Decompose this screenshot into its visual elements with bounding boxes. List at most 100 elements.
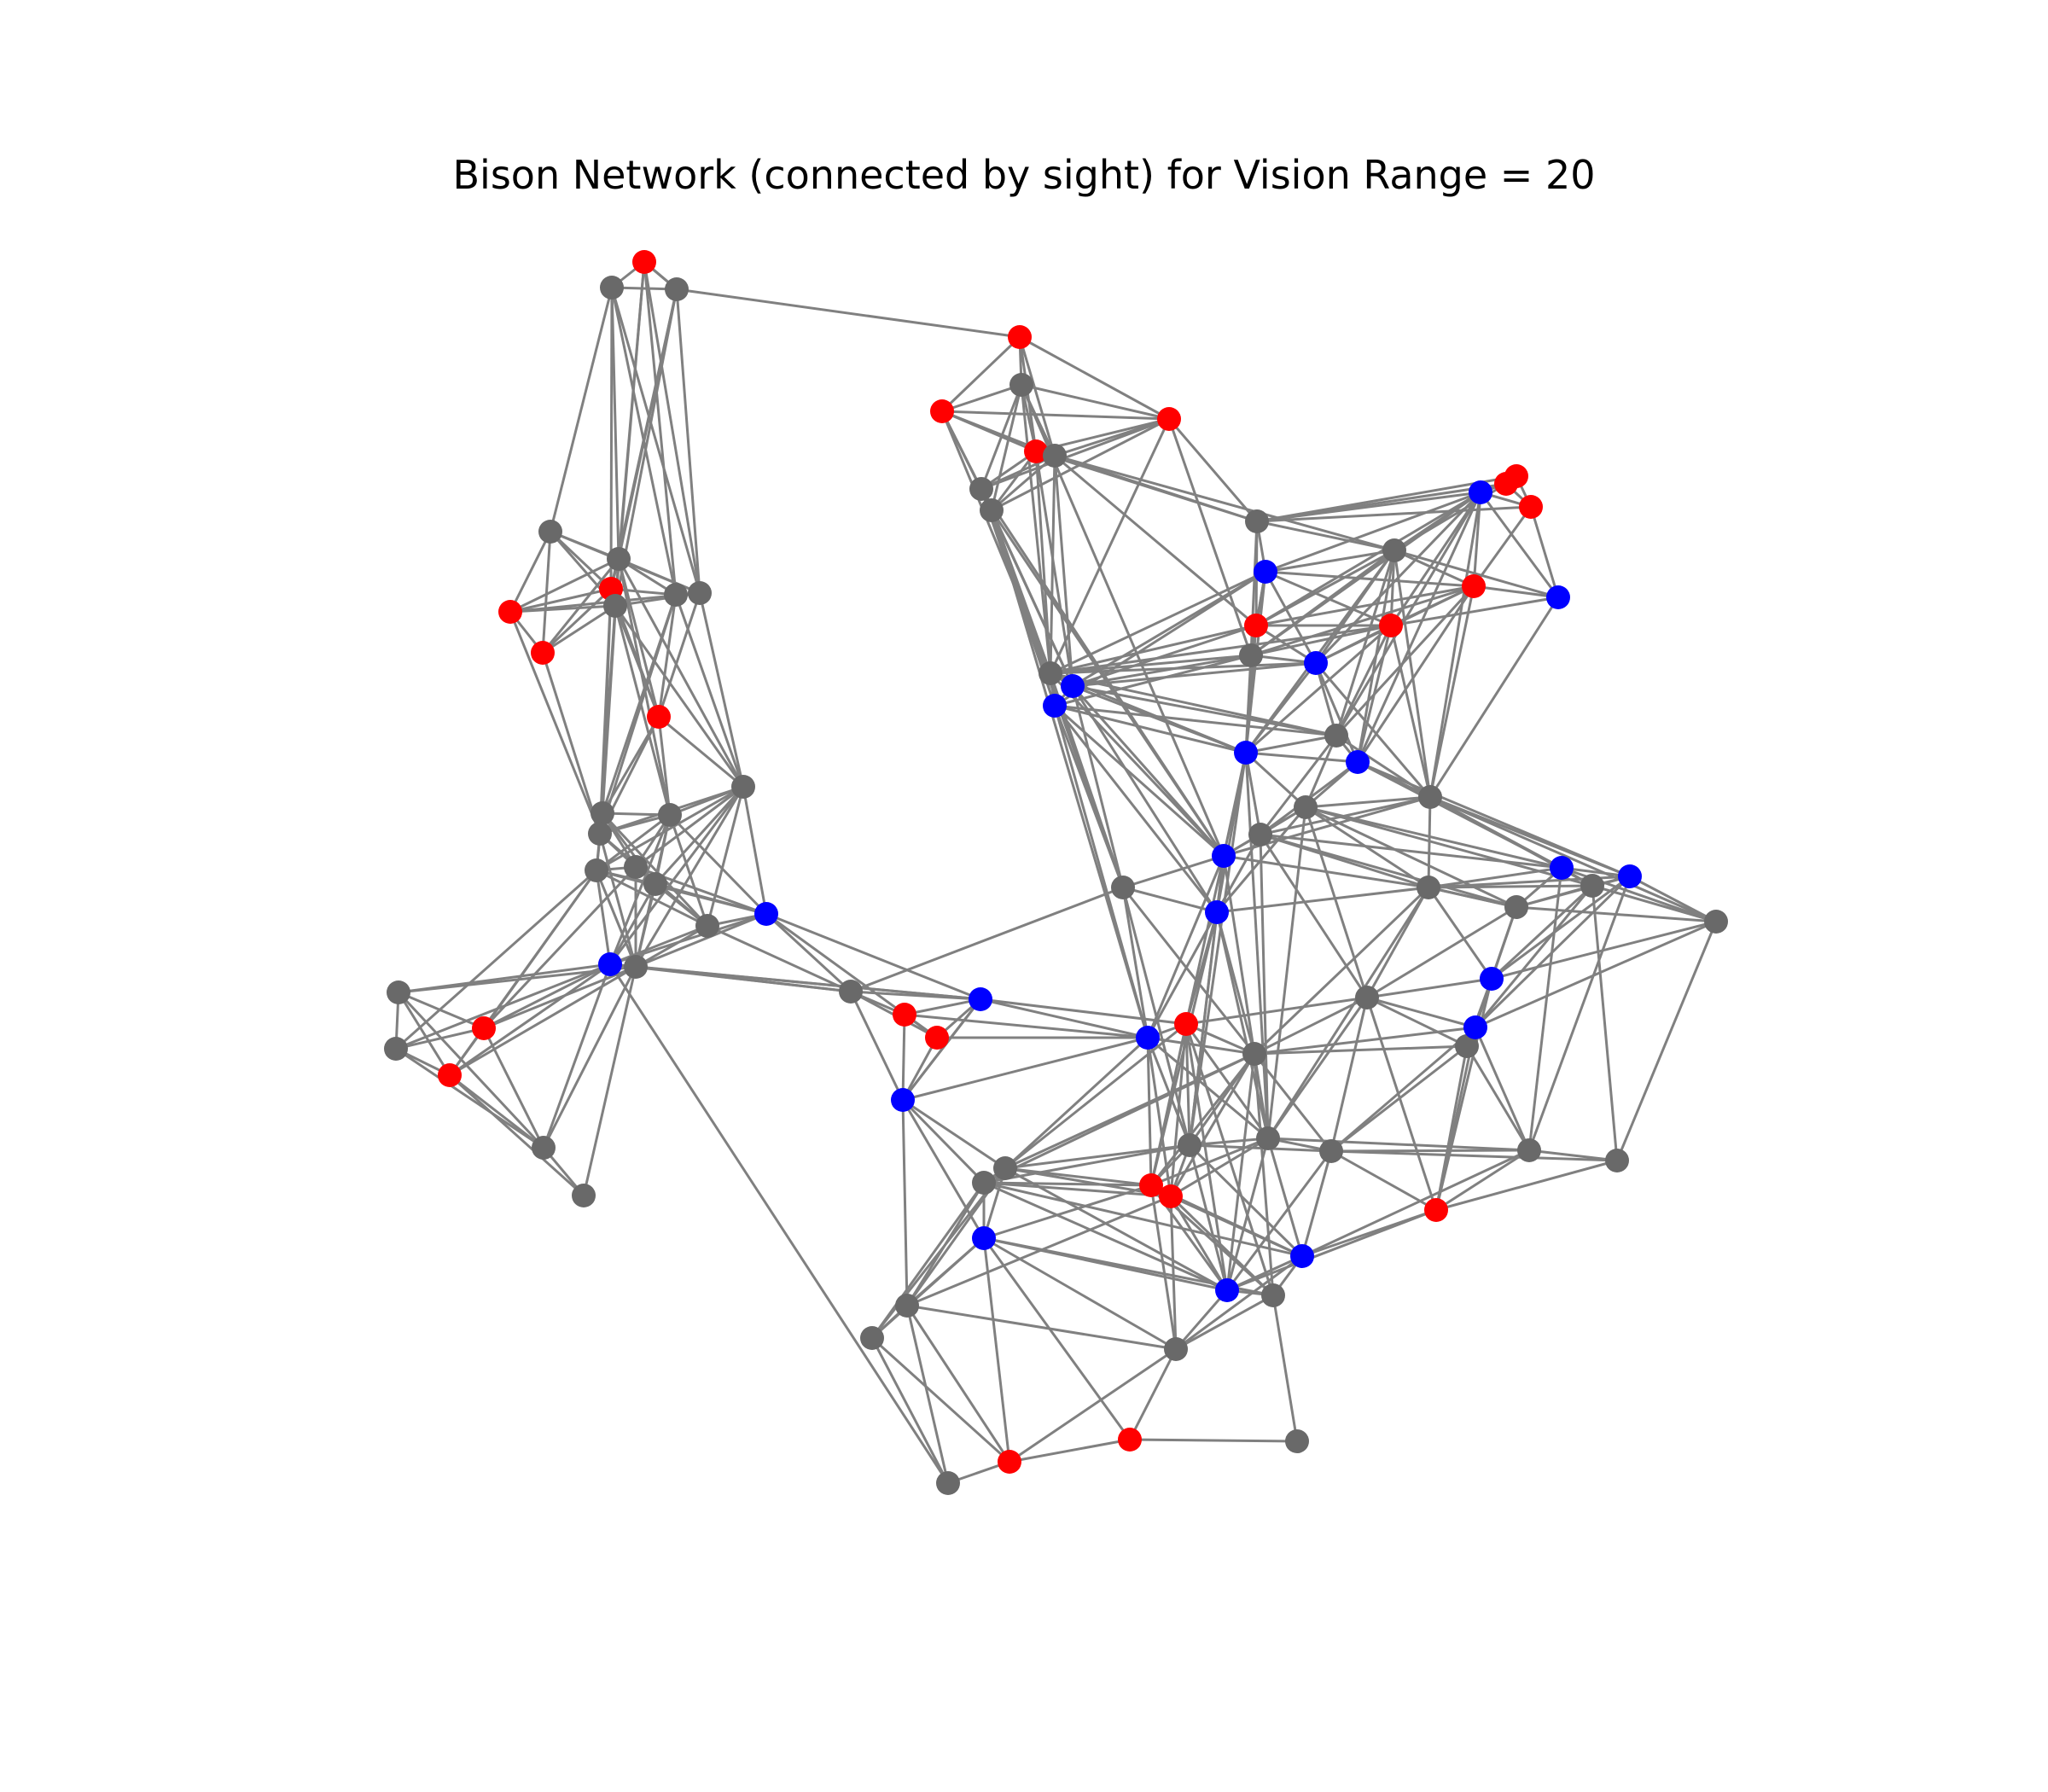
graph-node-gray (688, 581, 712, 605)
graph-edge (1121, 887, 1149, 1039)
graph-edge (940, 335, 1021, 413)
graph-edge (1254, 996, 1368, 1056)
graph-node-gray (972, 1171, 996, 1195)
graph-edge (906, 1304, 1177, 1351)
graph-edge (1184, 1023, 1270, 1139)
graph-node-red (1024, 439, 1048, 463)
graph-edge (395, 869, 597, 1050)
graph-node-gray (607, 547, 631, 571)
graph-edge (643, 261, 701, 594)
graph-node-blue (1205, 900, 1229, 924)
graph-node-blue (1469, 480, 1492, 504)
graph-node-gray (600, 276, 624, 300)
graph-edge (595, 870, 612, 965)
graph-edge (1366, 977, 1492, 999)
graph-edge (1255, 491, 1481, 627)
graph-edge (1222, 855, 1256, 1055)
graph-node-blue (969, 987, 992, 1011)
graph-node-blue (1346, 750, 1370, 774)
graph-edge (657, 592, 701, 718)
graph-node-gray (658, 803, 682, 827)
graph-edge (1357, 760, 1631, 878)
graph-node-blue (1215, 1278, 1239, 1302)
graph-edge (1266, 887, 1430, 1139)
graph-edge (601, 812, 709, 928)
graph-edge (1216, 886, 1429, 914)
graph-node-gray (993, 1156, 1017, 1180)
graph-node-red (1139, 1173, 1163, 1197)
graph-edge (635, 912, 767, 969)
graph-node-gray (1248, 823, 1272, 847)
graph-edge (509, 557, 620, 614)
graph-edge (1365, 997, 1438, 1211)
graph-edge (1356, 492, 1482, 763)
graph-node-red (1159, 1184, 1183, 1208)
graph-edge (1528, 1149, 1618, 1162)
graph-edge (1050, 624, 1257, 675)
graph-edge (1305, 806, 1593, 887)
graph-edge (1053, 705, 1219, 913)
graph-edge (1054, 454, 1258, 523)
graph-node-blue (891, 1088, 915, 1112)
graph-edge (1071, 685, 1125, 888)
graph-edge (1184, 1023, 1229, 1291)
graph-edge (599, 813, 671, 835)
graph-edge (1244, 550, 1396, 753)
graph-node-blue (972, 1226, 996, 1250)
graph-edge (397, 992, 451, 1076)
graph-edge (1185, 1022, 1255, 1056)
graph-node-gray (384, 1037, 408, 1061)
graph-edge (902, 1098, 1006, 1170)
graph-node-gray (1704, 910, 1728, 934)
graph-edge (1054, 704, 1247, 754)
graph-edge (596, 813, 671, 872)
graph-edge (595, 870, 637, 968)
graph-edge (1300, 1150, 1333, 1257)
graph-edge (1527, 876, 1632, 1151)
graph-node-blue (1061, 674, 1085, 698)
graph-edge (1366, 996, 1468, 1048)
graph-edge (1330, 1149, 1618, 1162)
graph-edge (1054, 454, 1395, 552)
graph-node-gray (1178, 1133, 1201, 1157)
graph-node-red (472, 1016, 496, 1040)
graph-edge (1389, 492, 1482, 626)
graph-edge (1428, 585, 1475, 798)
graph-edge (1184, 1023, 1275, 1296)
graph-edge (509, 587, 612, 614)
graph-edge (1357, 760, 1562, 870)
graph-edge (1264, 571, 1318, 664)
graph-node-gray (969, 477, 993, 501)
graph-node-blue (1480, 967, 1504, 991)
graph-edge (1329, 997, 1369, 1152)
graph-node-gray (1319, 1139, 1343, 1163)
graph-node-gray (1245, 509, 1269, 533)
graph-edge (596, 785, 744, 872)
graph-node-red (498, 600, 522, 624)
graph-edge (1004, 1167, 1228, 1292)
graph-edge (870, 1182, 986, 1339)
graph-edge (1175, 1254, 1303, 1351)
graph-edge (1049, 418, 1171, 674)
graph-edge (1479, 492, 1560, 598)
graph-edge (982, 1237, 1011, 1463)
graph-edge (608, 786, 745, 965)
graph-edge (1256, 520, 1395, 552)
graph-node-gray (588, 822, 612, 846)
graph-edge (1019, 335, 1170, 421)
graph-edge (1121, 887, 1256, 1055)
graph-edge (1266, 806, 1307, 1139)
graph-node-gray (1504, 895, 1528, 919)
graph-edge (449, 965, 637, 1077)
graph-edge (1253, 1053, 1275, 1296)
graph-edge (765, 912, 852, 993)
graph-edge (850, 990, 981, 1001)
graph-node-red (1174, 1012, 1198, 1036)
graph-edge (1491, 875, 1631, 980)
graph-edge (1020, 384, 1052, 674)
graph-edge (614, 605, 745, 788)
graph-edge (1314, 662, 1338, 736)
graph-edge (675, 288, 701, 594)
graph-edge (542, 963, 612, 1149)
